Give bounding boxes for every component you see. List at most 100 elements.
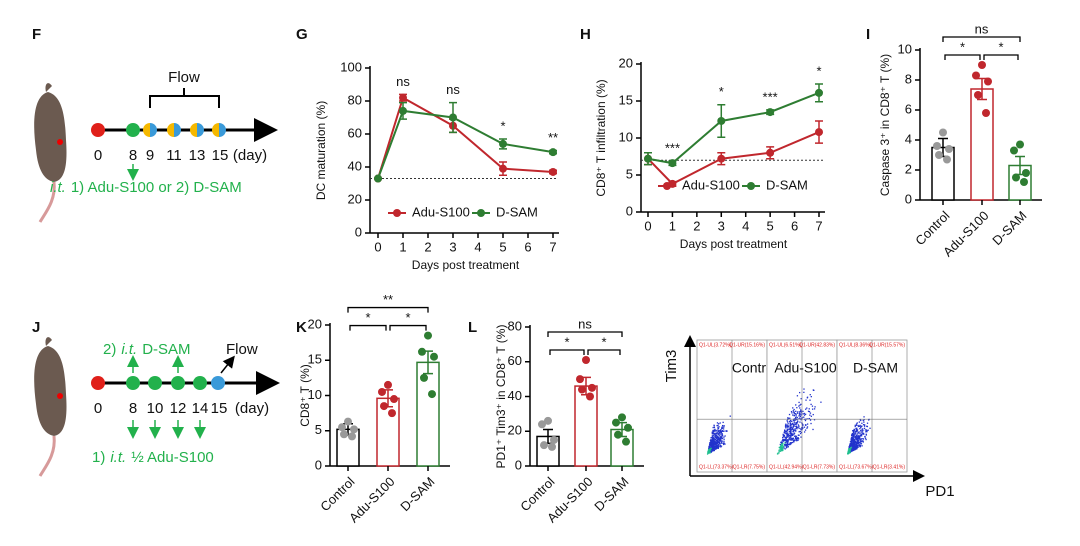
flow-event [854, 442, 857, 444]
flow-event [784, 432, 787, 434]
flow-event [854, 424, 856, 426]
y-tick-label: 100 [340, 59, 362, 74]
flow-event [719, 430, 722, 433]
x-tick-label: 5 [767, 218, 774, 233]
flow-event [722, 430, 724, 433]
flow-event [721, 430, 724, 432]
flow-event [714, 441, 717, 443]
flow-event [790, 423, 792, 425]
flow-event [780, 444, 782, 447]
flow-event [786, 443, 788, 445]
flow-event [711, 443, 713, 445]
flow-event [803, 426, 806, 428]
flow-event [852, 435, 854, 438]
flow-event [723, 442, 725, 445]
flow-event [856, 433, 858, 435]
flow-event [785, 444, 787, 446]
y-tick-label: 20 [619, 55, 633, 70]
significance: * [816, 63, 821, 78]
flow-event [793, 414, 796, 417]
flow-event [717, 447, 719, 449]
timepoint [193, 376, 207, 390]
data-point [499, 164, 507, 173]
legend-marker [393, 209, 401, 217]
y-tick-label: 0 [355, 224, 362, 239]
flow-event [784, 442, 786, 444]
y-axis-label: Caspase 3⁺ in CD8⁺ T (%) [878, 54, 892, 196]
flow-event [849, 448, 851, 450]
flow-event [790, 437, 792, 439]
flow-event [792, 425, 795, 427]
flow-event [786, 430, 788, 432]
flow-event [860, 425, 863, 427]
y-tick-label: 20 [508, 423, 522, 438]
flow-event [863, 427, 866, 430]
legend-label: Adu-S100 [412, 204, 470, 219]
data-point [399, 93, 407, 102]
flow-event [729, 415, 731, 417]
flow-event [857, 443, 860, 445]
flow-event [713, 439, 715, 442]
flow-event [716, 435, 719, 437]
flow-event [789, 426, 791, 429]
flow-event [797, 424, 800, 426]
significance: ** [548, 130, 558, 145]
flow-event [715, 437, 718, 439]
flow-event [865, 429, 868, 431]
flow-event [797, 411, 799, 413]
flow-event [791, 423, 793, 425]
data-point [614, 430, 622, 439]
flow-event [784, 438, 786, 441]
flow-event [718, 439, 720, 441]
flow-event [788, 413, 791, 416]
flow-event [795, 436, 797, 439]
flow-event [860, 419, 862, 422]
flow-event [810, 415, 813, 417]
flow-event [848, 445, 851, 447]
flow-event [708, 447, 711, 449]
error-bar [977, 77, 987, 101]
flow-event [799, 391, 801, 394]
flow-event [799, 415, 802, 418]
flow-event [796, 407, 798, 409]
flow-event [799, 430, 801, 433]
flow-event [802, 410, 804, 413]
flow-event [710, 450, 713, 452]
flow-event [849, 450, 851, 452]
flow-event [851, 436, 853, 438]
flow-event [707, 451, 709, 453]
flow-event [710, 439, 713, 441]
day-label: 8 [129, 400, 137, 417]
flow-event [853, 439, 855, 442]
significance: * [601, 334, 606, 349]
flow-event [715, 436, 717, 438]
flow-event [795, 421, 798, 424]
flow-event [793, 439, 795, 441]
flow-event [792, 414, 794, 416]
mouse-icon [34, 337, 67, 477]
flow-event [788, 425, 790, 427]
flow-event [799, 407, 801, 409]
flow-event [853, 429, 855, 432]
data-point [586, 392, 594, 401]
flow-event [717, 432, 719, 434]
flow-event [800, 431, 803, 434]
panel-label: L [468, 319, 477, 336]
y-tick-label: 5 [626, 166, 633, 181]
flow-event [789, 422, 792, 424]
flow-event [714, 428, 716, 431]
y-tick-label: 20 [348, 191, 362, 206]
significance-bracket [547, 331, 623, 338]
flow-event [853, 435, 856, 437]
flow-event [780, 447, 782, 450]
flow-event [720, 437, 723, 439]
y-tick-label: 0 [905, 191, 912, 206]
flow-event [786, 434, 788, 436]
flow-event [853, 449, 856, 451]
flow-event [854, 425, 856, 428]
flow-event [725, 430, 727, 432]
flow-event [791, 434, 794, 437]
flow-event [850, 441, 852, 443]
flow-event [810, 395, 812, 398]
flow-event [779, 443, 781, 446]
